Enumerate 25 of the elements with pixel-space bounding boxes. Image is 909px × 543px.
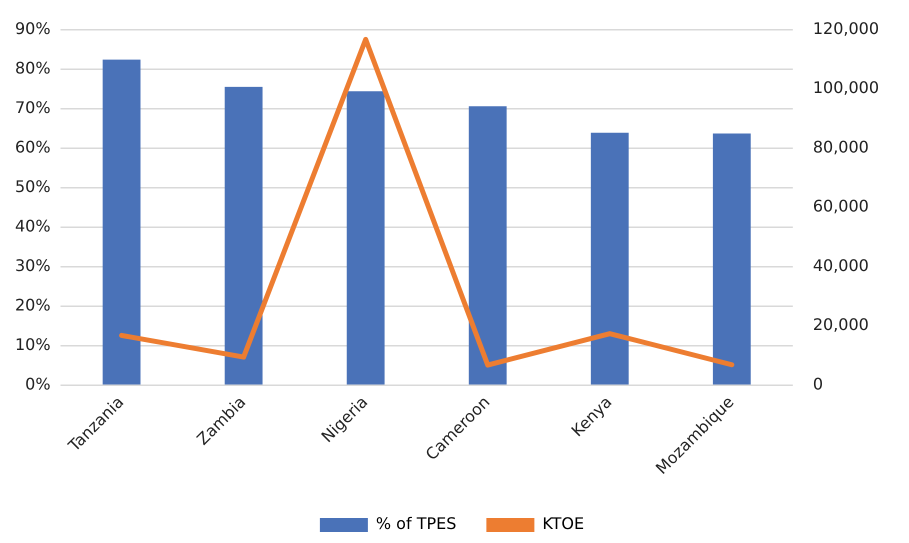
y2-tick-label: 100,000 — [812, 78, 880, 98]
y-tick-label: 60% — [15, 137, 51, 156]
y-tick-label: 80% — [15, 58, 51, 78]
y2-tick-label: 80,000 — [812, 137, 869, 156]
legend-label: % of TPES — [376, 514, 456, 534]
bar — [346, 91, 385, 384]
bar — [590, 132, 629, 384]
y-tick-label: 50% — [15, 176, 51, 196]
bar — [712, 134, 751, 384]
y-tick-label: 10% — [15, 334, 51, 354]
y-tick-label: 30% — [15, 256, 51, 275]
legend-label: KTOE — [542, 514, 584, 534]
y2-tick-label: 40,000 — [812, 256, 869, 275]
y2-tick-label: 0 — [812, 374, 824, 394]
bar — [468, 106, 507, 384]
y2-tick-label: 20,000 — [812, 315, 869, 334]
y2-tick-label: 120,000 — [812, 18, 880, 38]
bar — [102, 60, 141, 384]
bar — [224, 86, 263, 384]
y-tick-label: 70% — [15, 98, 51, 117]
y2-tick-label: 60,000 — [812, 196, 869, 216]
y-tick-label: 20% — [15, 295, 51, 314]
y-tick-label: 90% — [15, 18, 51, 38]
y-tick-label: 0% — [25, 374, 51, 394]
y-tick-label: 40% — [15, 216, 51, 236]
